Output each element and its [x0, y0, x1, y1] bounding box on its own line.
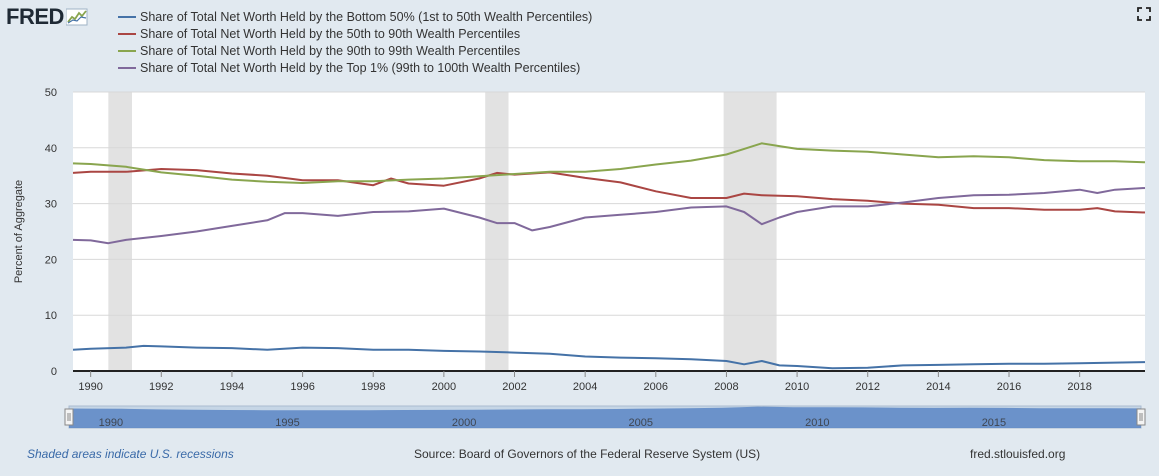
x-tick-label: 2018: [1067, 381, 1091, 393]
recession-band: [723, 92, 777, 371]
x-tick-label: 2016: [997, 381, 1021, 393]
x-tick-label: 1990: [78, 381, 102, 393]
navigator-handle[interactable]: [64, 408, 74, 426]
x-tick-label: 2008: [714, 381, 738, 393]
navigator-tick-label: 2010: [805, 417, 829, 429]
y-tick-label: 0: [51, 366, 57, 378]
x-tick-label: 2010: [785, 381, 809, 393]
source-note: Source: Board of Governors of the Federa…: [414, 447, 761, 461]
x-tick-label: 1996: [290, 381, 314, 393]
fred-logo[interactable]: FRED: [6, 4, 88, 30]
x-tick-label: 2004: [573, 381, 597, 393]
y-axis-label: Percent of Aggregate: [13, 180, 25, 283]
x-tick-label: 1994: [220, 381, 244, 393]
legend-item[interactable]: Share of Total Net Worth Held by the 50t…: [118, 25, 592, 42]
series-line-3: [72, 187, 1146, 245]
x-tick-label: 1992: [149, 381, 173, 393]
y-tick-label: 50: [45, 87, 57, 99]
navigator-tick-label: 2000: [452, 417, 476, 429]
expand-icon[interactable]: [1137, 7, 1151, 21]
legend-label: Share of Total Net Worth Held by the Bot…: [140, 9, 593, 24]
legend-swatch: [118, 15, 136, 18]
chart-legend: Share of Total Net Worth Held by the Bot…: [118, 8, 592, 76]
recession-note[interactable]: Shaded areas indicate U.S. recessions: [27, 447, 234, 461]
series-line-2: [72, 142, 1146, 184]
navigator-tick-label: 2005: [628, 417, 652, 429]
legend-label: Share of Total Net Worth Held by the Top…: [140, 60, 581, 75]
x-tick-label: 1998: [361, 381, 385, 393]
series-line-1: [72, 168, 1146, 214]
legend-swatch: [118, 66, 136, 69]
x-tick-label: 2012: [855, 381, 879, 393]
navigator-area: [69, 406, 1141, 428]
x-tick-label: 2006: [644, 381, 668, 393]
series-line-0: [72, 344, 1146, 370]
y-tick-label: 20: [45, 254, 57, 266]
x-tick-label: 2014: [926, 381, 950, 393]
plot-area: [73, 92, 1145, 371]
legend-item[interactable]: Share of Total Net Worth Held by the 90t…: [118, 42, 592, 59]
fred-graph-icon: [65, 8, 88, 26]
navigator-tick-label: 1995: [275, 417, 299, 429]
logo-text: FRED: [6, 4, 64, 29]
legend-swatch: [118, 32, 136, 35]
recession-band: [485, 92, 509, 371]
legend-item[interactable]: Share of Total Net Worth Held by the Bot…: [118, 8, 592, 25]
navigator-tick-label: 2015: [982, 417, 1006, 429]
navigator-tick-label: 1990: [99, 417, 123, 429]
x-tick-label: 2002: [502, 381, 526, 393]
legend-item[interactable]: Share of Total Net Worth Held by the Top…: [118, 59, 592, 76]
legend-swatch: [118, 49, 136, 52]
y-tick-label: 40: [45, 143, 57, 155]
legend-label: Share of Total Net Worth Held by the 90t…: [140, 43, 521, 58]
site-link[interactable]: fred.stlouisfed.org: [970, 447, 1066, 461]
x-tick-label: 2000: [432, 381, 456, 393]
recession-band: [108, 92, 132, 371]
y-tick-label: 30: [45, 199, 57, 211]
y-tick-label: 10: [45, 310, 57, 322]
navigator-handle[interactable]: [1136, 408, 1146, 426]
legend-label: Share of Total Net Worth Held by the 50t…: [140, 26, 521, 41]
